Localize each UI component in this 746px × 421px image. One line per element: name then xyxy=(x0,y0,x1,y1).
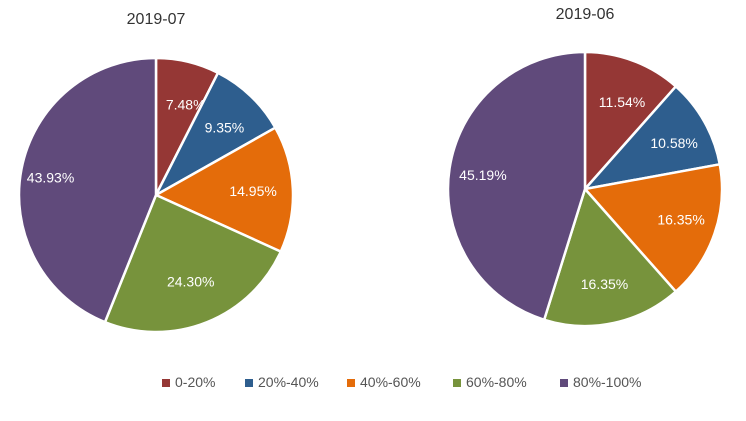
data-label: 24.30% xyxy=(167,273,214,289)
pie-slice-80-100 xyxy=(17,56,158,324)
chart-title: 2019-07 xyxy=(127,11,186,28)
data-label: 43.93% xyxy=(27,169,74,185)
pie-chart-2019-06: 2019-06 11.54% 10.58% 16.35% 16.35% 45.19% xyxy=(446,6,724,328)
legend-swatch xyxy=(245,379,253,387)
legend-label: 20%-40% xyxy=(258,374,319,390)
data-label: 14.95% xyxy=(229,183,276,199)
pie-slice-80-100 xyxy=(446,50,587,322)
legend-label: 60%-80% xyxy=(466,374,527,390)
data-label: 45.19% xyxy=(459,167,506,183)
pie-slice-20-40 xyxy=(583,85,722,191)
legend-label: 0-20% xyxy=(175,374,215,390)
pie-slice-0-20 xyxy=(583,50,678,191)
pie-slice-40-60 xyxy=(583,163,724,293)
legend-swatch xyxy=(162,379,170,387)
legend-label: 80%-100% xyxy=(573,374,642,390)
pie-chart-2019-07: 2019-07 7.48% 9.35% 14.95% 24.30% 43.93% xyxy=(17,11,295,334)
pie-slice-20-40 xyxy=(154,71,277,197)
data-label: 7.48% xyxy=(166,96,206,112)
data-label: 16.35% xyxy=(657,211,704,227)
chart-legend: 0-20% 20%-40% 40%-60% 60%-80% 80%-100% xyxy=(162,374,642,390)
pie-slice-60-80 xyxy=(103,193,283,334)
legend-swatch xyxy=(560,379,568,387)
chart-title: 2019-06 xyxy=(556,6,615,23)
data-label: 10.58% xyxy=(650,135,697,151)
pie-slice-60-80 xyxy=(542,187,678,328)
data-label: 9.35% xyxy=(205,120,245,136)
pie-slice-40-60 xyxy=(154,126,295,253)
legend-swatch xyxy=(453,379,461,387)
legend-swatch xyxy=(347,379,355,387)
data-label: 11.54% xyxy=(599,94,645,110)
legend-label: 40%-60% xyxy=(360,374,421,390)
data-label: 16.35% xyxy=(581,276,628,292)
